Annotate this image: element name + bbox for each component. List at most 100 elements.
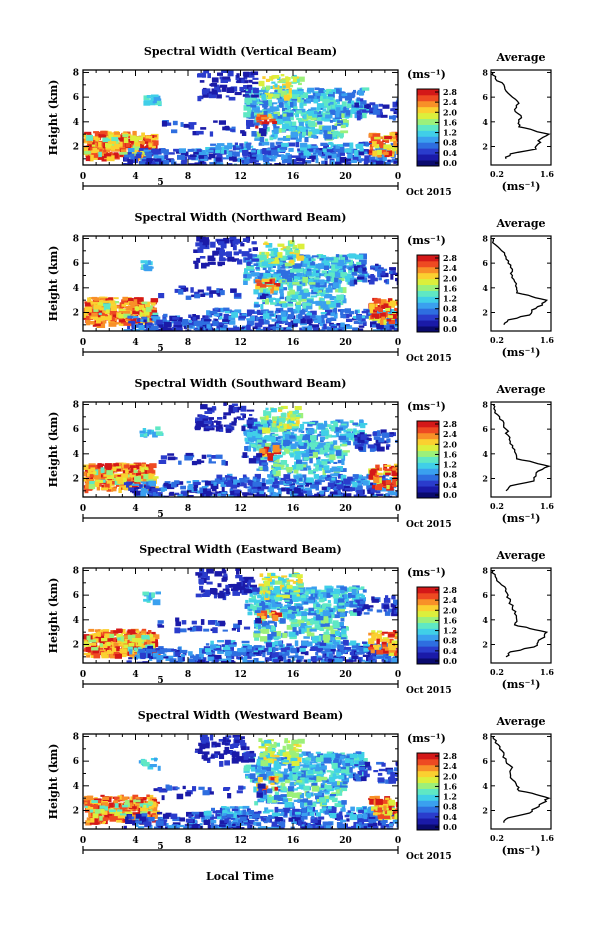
heatmap-cell <box>118 488 122 493</box>
heatmap-cell <box>301 129 306 132</box>
heatmap-cell <box>175 324 183 329</box>
heatmap-cell <box>119 137 127 142</box>
colorbar-swatch <box>417 94 439 102</box>
heatmap-cell <box>227 480 232 486</box>
heatmap-cell <box>370 147 374 151</box>
heatmap-cell <box>291 99 297 106</box>
heatmap-cell <box>360 315 366 322</box>
heatmap-cell <box>272 259 280 264</box>
heatmap-cell <box>296 459 303 466</box>
heatmap-cell <box>356 261 362 268</box>
heatmap-cell <box>234 238 241 243</box>
heatmap-cell <box>201 486 208 490</box>
heatmap-cell <box>349 420 354 423</box>
heatmap-cell <box>124 140 129 143</box>
heatmap-cell <box>271 81 276 84</box>
heatmap-cell <box>293 159 297 165</box>
heatmap-cell <box>349 100 355 105</box>
heatmap-cell <box>333 312 338 319</box>
heatmap-cell <box>123 300 130 306</box>
heatmap-cell <box>345 440 351 446</box>
heatmap-cell <box>391 158 398 161</box>
heatmap-cell <box>379 268 388 271</box>
heatmap-cell <box>216 143 225 147</box>
heatmap-cell <box>311 134 317 138</box>
heatmap-cell <box>283 159 290 163</box>
heatmap-cell <box>267 455 273 461</box>
heatmap-cell <box>145 485 150 490</box>
heatmap-cell <box>332 131 337 137</box>
date-label: Oct 2015 <box>406 520 452 530</box>
heatmap-cell <box>272 469 276 475</box>
heatmap-cell <box>230 129 236 132</box>
heatmap-cell <box>331 466 338 470</box>
heatmap-cell <box>337 287 343 293</box>
heatmap-cell <box>133 324 139 328</box>
heatmap-cell <box>272 416 278 422</box>
heatmap-cell <box>160 148 165 154</box>
heatmap-cell <box>327 294 333 297</box>
heatmap-cell <box>325 152 334 156</box>
heatmap-cell <box>375 308 381 314</box>
heatmap-cell <box>294 441 299 447</box>
avg-profile-line <box>492 404 552 492</box>
heatmap-cell <box>372 133 380 140</box>
avg-x-tick-label: 1.6 <box>540 169 554 179</box>
heatmap-cell <box>102 137 110 143</box>
heatmap-cell <box>196 149 202 152</box>
heatmap-cell <box>321 156 327 159</box>
heatmap-cell <box>222 157 230 160</box>
heatmap-cell <box>290 417 296 421</box>
heatmap-cell <box>279 477 286 481</box>
heatmap-cell <box>284 434 290 439</box>
heatmap-cell <box>277 487 282 490</box>
colorbar-tick-label: 2.0 <box>443 439 457 449</box>
heatmap-cell <box>393 469 398 474</box>
heatmap-cell <box>311 158 315 162</box>
heatmap-cell <box>336 302 341 308</box>
heatmap-cell <box>303 455 310 461</box>
heatmap-cell <box>278 409 283 412</box>
colorbar-swatch <box>417 272 439 280</box>
heatmap-cell <box>256 468 260 471</box>
heatmap-cell <box>94 133 101 137</box>
heatmap-cell <box>201 150 209 156</box>
heatmap-cell <box>292 308 298 314</box>
heatmap-cell <box>203 427 210 432</box>
heatmap-cell <box>284 89 290 95</box>
heatmap-cell <box>383 279 387 283</box>
heatmap-cell <box>243 483 247 488</box>
heatmap-cell <box>346 318 353 322</box>
heatmap-cell <box>222 85 227 91</box>
heatmap-cell <box>331 477 336 481</box>
heatmap-cell <box>258 142 265 146</box>
heatmap-cell <box>355 424 364 427</box>
heatmap-cell <box>188 124 195 130</box>
heatmap-cell <box>374 475 379 478</box>
heatmap-cell <box>249 428 256 434</box>
heatmap-cell <box>294 414 301 417</box>
heatmap-cell <box>356 97 361 102</box>
heatmap-cell <box>308 437 311 443</box>
heatmap-cell <box>249 426 258 429</box>
heatmap-cell <box>358 476 367 479</box>
heatmap-cell <box>324 452 328 455</box>
heatmap-cell <box>349 142 354 149</box>
heatmap-cell <box>324 420 328 427</box>
colorbar-swatch <box>417 148 439 155</box>
heatmap-cell <box>83 312 89 318</box>
heatmap-cell <box>217 261 225 266</box>
heatmap-cell <box>102 300 110 303</box>
heatmap-cell <box>226 477 231 482</box>
heatmap-cell <box>320 97 325 102</box>
heatmap-cell <box>312 114 317 118</box>
heatmap-cell <box>306 465 311 469</box>
heatmap-cell <box>91 144 96 147</box>
heatmap-cell <box>100 130 107 135</box>
heatmap-cell <box>371 161 376 165</box>
heatmap-cell <box>283 248 288 252</box>
heatmap-cell <box>340 309 345 313</box>
heatmap-cell <box>144 311 150 316</box>
heatmap-cell <box>277 81 283 84</box>
heatmap-cell <box>144 139 150 144</box>
